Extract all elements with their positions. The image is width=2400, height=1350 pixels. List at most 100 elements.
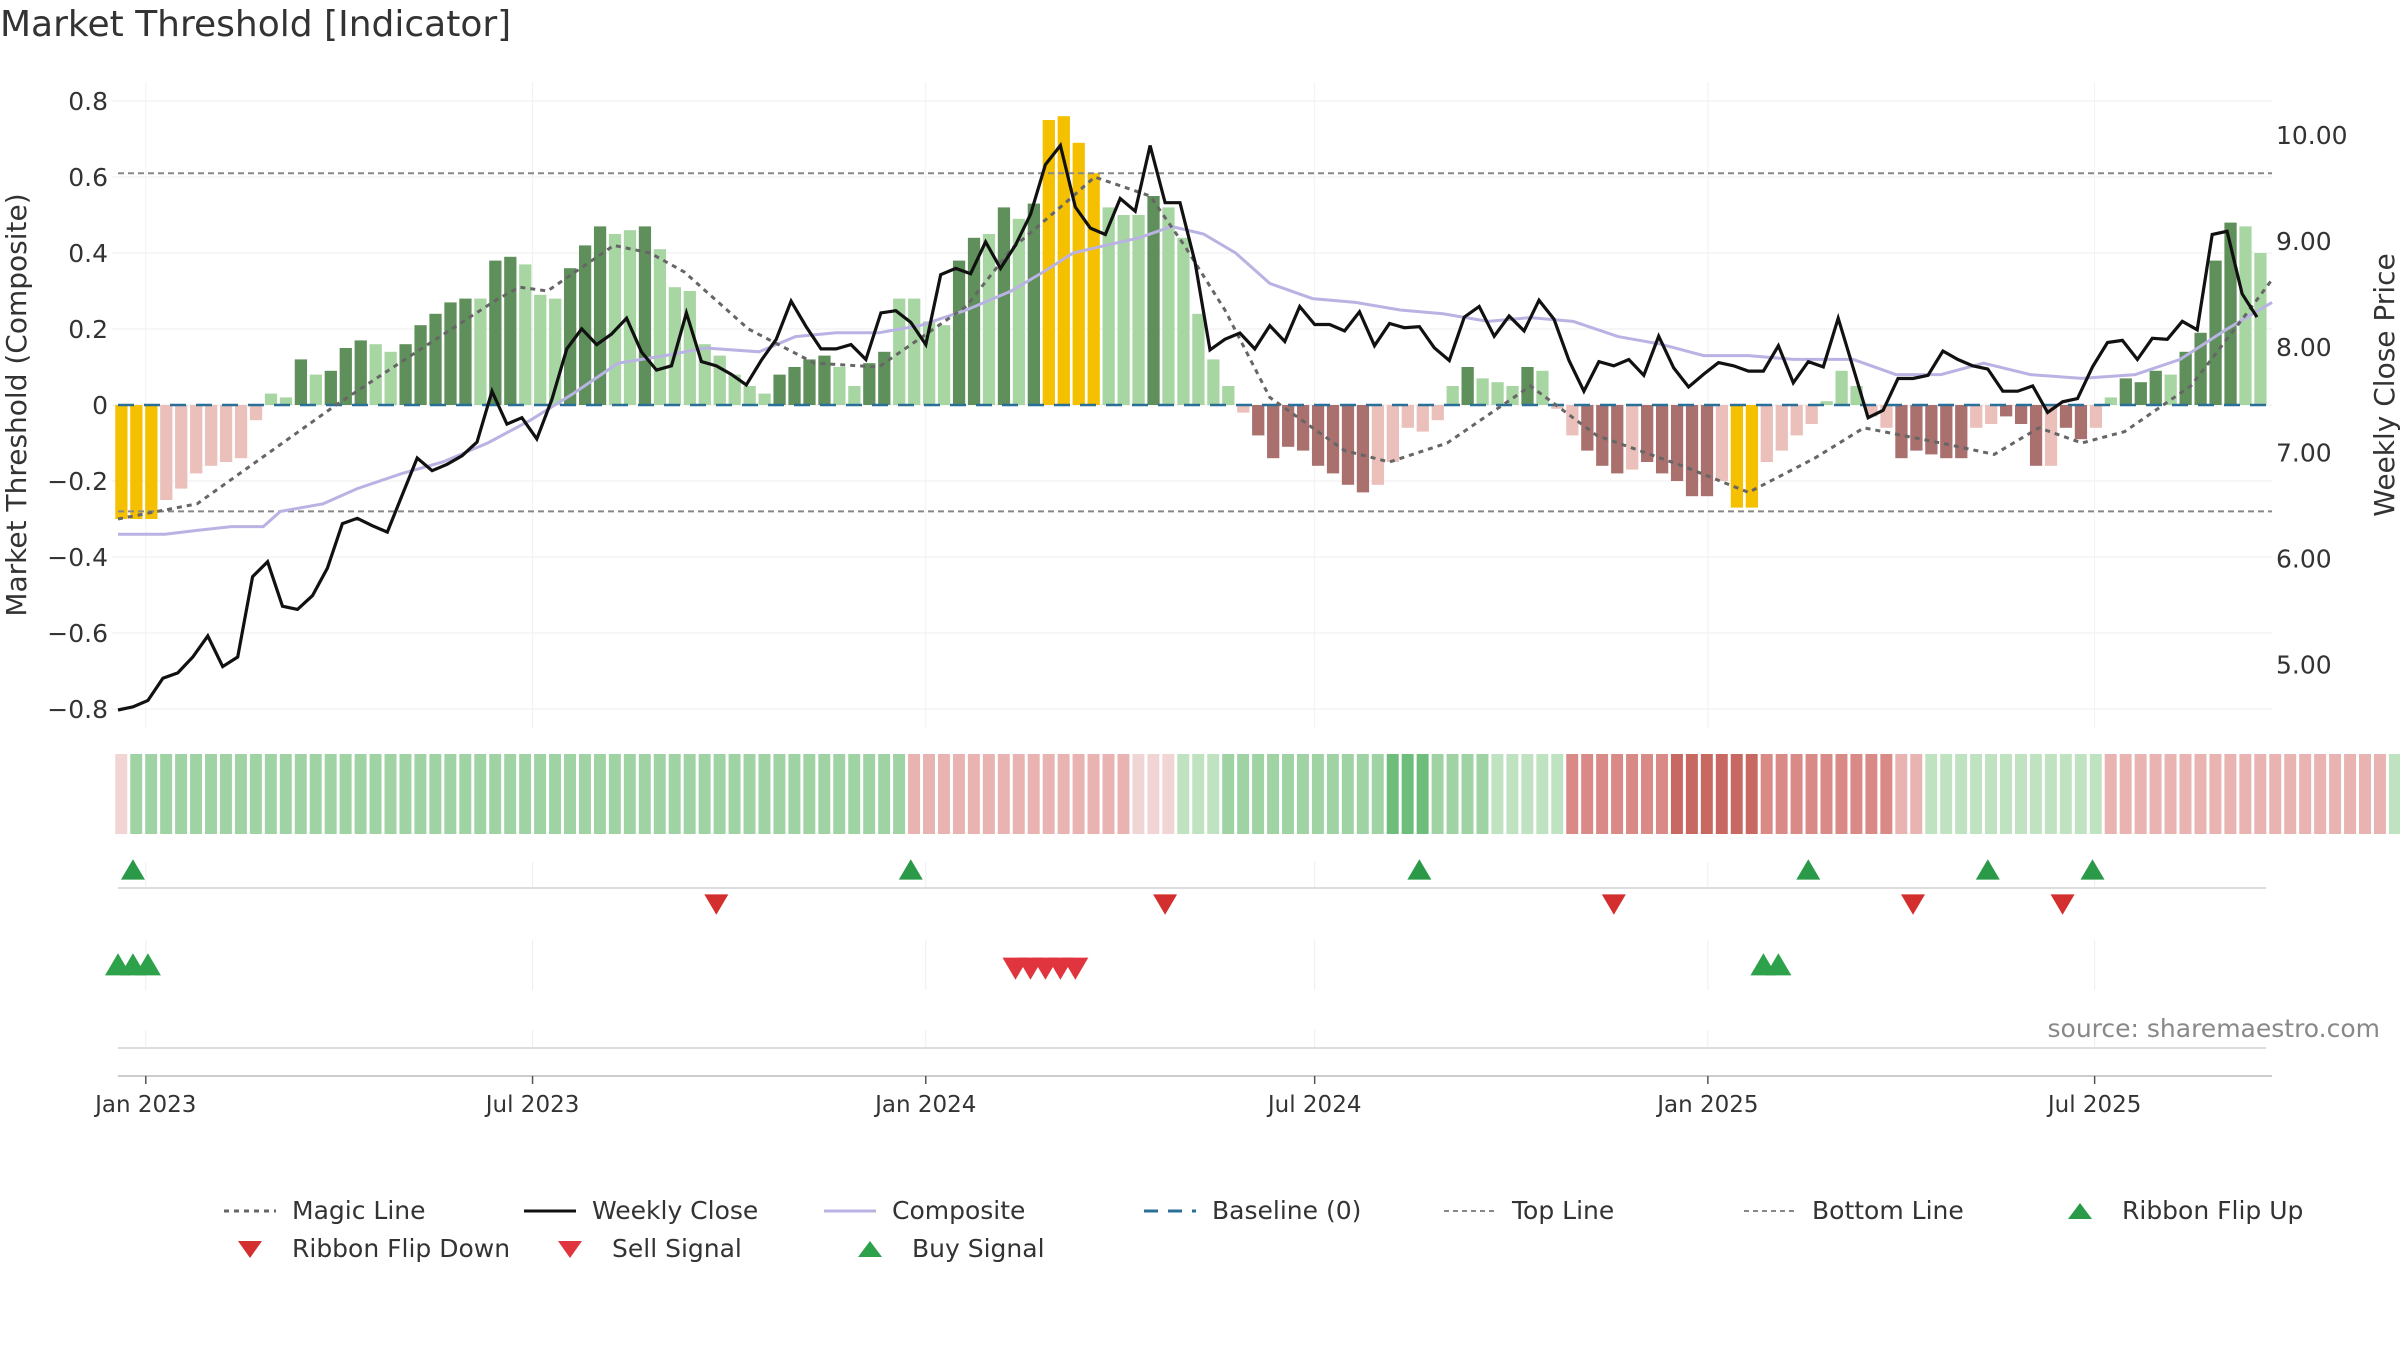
composite-bar	[1282, 405, 1295, 447]
legend-ribbon-flip-down: Ribbon Flip Down	[220, 1234, 510, 1263]
composite-bar	[788, 367, 801, 405]
ribbon-cell	[1685, 754, 1698, 834]
composite-bar	[444, 302, 457, 405]
legend-label: Ribbon Flip Down	[292, 1234, 511, 1263]
ribbon-cell	[1371, 754, 1384, 834]
ribbon-flip-down-marker	[1153, 894, 1178, 915]
composite-bar	[249, 405, 263, 421]
ribbon-cell	[1461, 754, 1474, 834]
composite-bar	[294, 359, 308, 405]
ribbon-cell	[1655, 754, 1668, 834]
ribbon-cell	[818, 754, 831, 834]
ribbon-cell	[1476, 754, 1489, 834]
ribbon-cell	[219, 754, 232, 834]
composite-bar	[1476, 378, 1489, 405]
ribbon-cell	[459, 754, 472, 834]
legend-buy-signal: Buy Signal	[840, 1234, 1045, 1263]
composite-bar	[2000, 405, 2013, 417]
legend-swatch	[558, 1240, 582, 1258]
ribbon-cell	[952, 754, 965, 834]
composite-bar	[743, 386, 756, 405]
legend-swatch	[238, 1240, 262, 1258]
composite-bar	[2209, 260, 2222, 405]
ribbon-cell	[130, 754, 143, 834]
composite-bar	[354, 340, 367, 405]
composite-bar	[1820, 401, 1833, 405]
composite-bar	[384, 351, 397, 405]
ribbon-cell	[234, 754, 247, 834]
ribbon-cell	[578, 754, 591, 834]
ribbon-cell	[429, 754, 442, 834]
composite-bar	[937, 325, 951, 405]
composite-bar	[1521, 367, 1534, 405]
legend-top-line: Top Line	[1440, 1196, 1614, 1225]
ribbon-cell	[2314, 754, 2327, 834]
legend-label: Sell Signal	[612, 1234, 742, 1263]
ribbon-cell	[2269, 754, 2282, 834]
y-left-tick-label: −0.6	[47, 619, 108, 648]
ribbon-cell	[1521, 754, 1534, 834]
ribbon-cell	[2209, 754, 2222, 834]
source-note: source: sharemaestro.com	[2047, 1014, 2381, 1043]
ribbon-cell	[1581, 754, 1594, 834]
composite-bar	[1401, 405, 1414, 428]
ribbon-cell	[264, 754, 277, 834]
ribbon-cell	[668, 754, 681, 834]
composite-bar	[2014, 405, 2028, 424]
ribbon-cell	[1132, 754, 1145, 834]
ribbon-cell	[2000, 754, 2012, 834]
composite-line	[118, 224, 2273, 536]
legend-magic-line: Magic Line	[220, 1196, 426, 1225]
ribbon-cell	[1311, 754, 1324, 834]
composite-bar	[1162, 207, 1175, 405]
composite-bar	[160, 405, 173, 500]
legend-weekly-close: Weekly Close	[520, 1196, 758, 1225]
ribbon-flip-up-marker	[898, 859, 923, 880]
ribbon-cell	[1700, 754, 1713, 834]
ribbon-cell	[1865, 754, 1878, 834]
composite-bar	[504, 256, 517, 405]
ribbon-cell	[743, 754, 756, 834]
ribbon-cell	[2104, 754, 2117, 834]
ribbon-cell	[1177, 754, 1190, 834]
ribbon-cell	[698, 754, 711, 834]
y-left-tick-label: −0.8	[47, 695, 108, 724]
composite-bar	[1326, 405, 1340, 474]
composite-bar	[339, 348, 352, 405]
ribbon-cell	[1745, 754, 1758, 834]
composite-bar	[2194, 332, 2207, 405]
composite-bar	[818, 355, 831, 405]
ribbon-cell	[1551, 754, 1564, 834]
composite-bar	[1700, 405, 1714, 497]
legend-swatch	[1444, 1209, 1496, 1212]
composite-bar	[1207, 359, 1220, 405]
composite-bar	[2164, 374, 2177, 405]
ribbon-flip-up-marker	[1796, 859, 1821, 880]
composite-bar	[1446, 386, 1459, 405]
composite-bar	[2074, 405, 2088, 440]
ribbon-cell	[249, 754, 262, 834]
ribbon-cell	[1641, 754, 1653, 834]
ribbon-cell	[354, 754, 367, 834]
y-right-tick-label: 6.00	[2276, 545, 2332, 574]
legend-swatch	[1744, 1209, 1796, 1212]
y-right-tick-label: 7.00	[2276, 439, 2332, 468]
composite-bar	[1386, 405, 1399, 462]
ribbon-cell	[2344, 754, 2357, 834]
legend-label: Top Line	[1512, 1196, 1615, 1225]
ribbon-cell	[1790, 754, 1803, 834]
composite-bar	[1626, 405, 1639, 470]
composite-bar	[1536, 370, 1549, 405]
ribbon-cell	[384, 754, 397, 834]
y-right-axis-label: Weekly Close Price	[2368, 253, 2400, 516]
composite-bar	[2149, 370, 2162, 405]
x-axis: Jan 2023 Jul 2023 Jan 2024 Jul 2024 Jan 2025…	[93, 1075, 2272, 1118]
ribbon-cell	[1491, 754, 1504, 834]
composite-bar	[2044, 405, 2058, 466]
y-left-tick-label: 0.6	[68, 163, 108, 192]
ribbon-cell	[1087, 754, 1100, 834]
composite-bar	[1775, 405, 1788, 451]
chart-title: Market Threshold [Indicator]	[0, 4, 512, 45]
ribbon-cell	[1536, 754, 1549, 834]
